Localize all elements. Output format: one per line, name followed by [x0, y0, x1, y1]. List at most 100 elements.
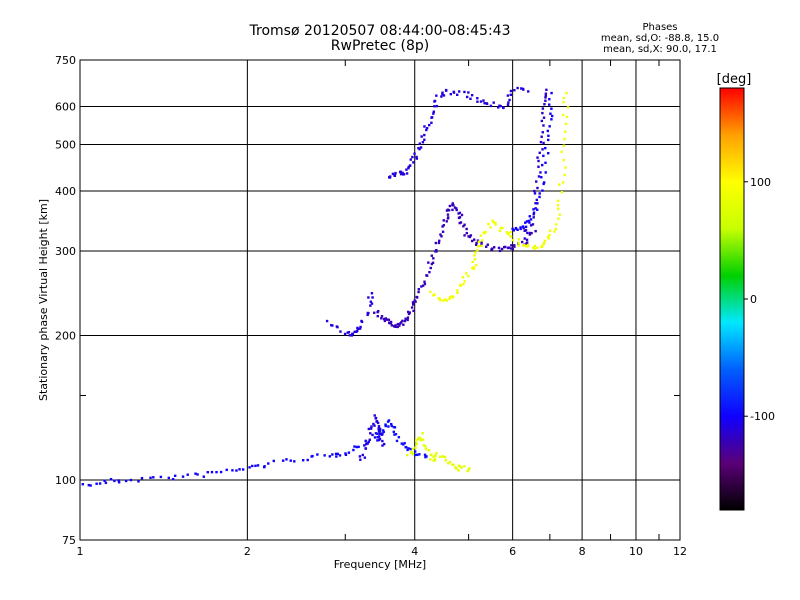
data-point — [540, 119, 544, 123]
data-point — [399, 170, 402, 173]
data-point — [435, 451, 438, 455]
data-point — [225, 468, 228, 472]
data-point — [479, 100, 483, 103]
data-point — [383, 319, 387, 323]
data-point — [413, 152, 416, 155]
data-point — [442, 224, 446, 227]
data-point — [439, 233, 442, 236]
data-point — [395, 439, 399, 443]
data-point — [459, 221, 463, 224]
data-point — [509, 93, 513, 97]
data-point — [403, 441, 406, 445]
data-point — [406, 310, 410, 314]
colorbar-tick-label: 0 — [750, 293, 757, 306]
data-point — [516, 228, 519, 231]
data-point — [442, 94, 446, 97]
data-point — [556, 199, 560, 203]
data-point — [124, 479, 128, 483]
data-point — [348, 334, 351, 337]
data-point — [390, 422, 393, 426]
data-point — [502, 245, 506, 249]
data-point — [355, 445, 358, 449]
phases-o-line: mean, sd,O: -88.8, 15.0 — [600, 33, 720, 44]
data-point — [472, 267, 476, 271]
data-point — [520, 87, 523, 90]
data-point — [409, 451, 413, 454]
data-point — [152, 476, 155, 479]
data-point — [544, 92, 548, 95]
data-point — [432, 294, 435, 297]
data-point — [472, 265, 475, 269]
data-point — [527, 244, 530, 248]
data-point — [541, 148, 544, 151]
data-point — [350, 334, 354, 337]
y-tick-label: 75 — [62, 534, 76, 547]
data-point — [517, 241, 520, 245]
data-point — [469, 234, 473, 237]
data-point — [186, 473, 189, 476]
data-point — [406, 448, 409, 452]
data-point — [407, 165, 411, 169]
data-point — [376, 421, 380, 425]
data-point — [384, 317, 387, 320]
data-point — [429, 266, 432, 270]
data-point — [520, 240, 524, 244]
data-point — [545, 88, 548, 92]
colorbar-tick-label: -100 — [750, 410, 775, 423]
data-point — [451, 202, 454, 205]
data-point — [353, 445, 356, 448]
data-point — [433, 293, 436, 296]
data-point — [393, 426, 397, 429]
data-point — [477, 240, 481, 243]
data-point — [373, 414, 376, 417]
data-point — [542, 182, 545, 186]
data-point — [401, 171, 404, 175]
data-point — [371, 296, 374, 299]
data-point — [506, 246, 510, 250]
data-point — [413, 299, 416, 302]
data-point — [546, 235, 550, 239]
data-point — [113, 479, 116, 483]
y-tick-label: 600 — [55, 101, 76, 114]
data-point — [547, 237, 550, 240]
data-point — [537, 159, 540, 163]
data-point — [281, 459, 285, 462]
data-point — [433, 99, 437, 103]
data-point — [421, 284, 425, 287]
data-point — [460, 466, 463, 469]
data-point — [353, 330, 356, 334]
data-point — [344, 453, 348, 457]
data-point — [373, 424, 376, 427]
phases-summary: Phases mean, sd,O: -88.8, 15.0 mean, sd,… — [600, 22, 720, 55]
data-point — [524, 225, 528, 229]
data-point — [490, 248, 494, 251]
data-point — [403, 319, 407, 323]
data-point — [398, 324, 401, 327]
data-point — [432, 455, 435, 459]
data-point — [557, 207, 560, 211]
data-point — [393, 433, 396, 436]
data-point — [454, 466, 457, 469]
data-point — [491, 219, 494, 222]
data-point — [430, 453, 433, 456]
data-point — [542, 124, 545, 127]
data-point — [347, 451, 351, 454]
data-point — [364, 447, 367, 450]
data-point — [494, 221, 497, 225]
data-point — [481, 239, 484, 242]
data-point — [415, 157, 419, 160]
data-point — [453, 206, 457, 209]
data-point — [415, 442, 418, 445]
data-point — [541, 131, 544, 134]
data-point — [117, 479, 120, 482]
data-point — [494, 223, 497, 226]
data-point — [373, 436, 377, 439]
colorbar-label: [deg] — [717, 72, 752, 87]
data-point — [439, 299, 442, 302]
data-point — [442, 299, 445, 302]
data-point — [425, 274, 429, 277]
data-point — [458, 221, 461, 225]
data-point — [390, 424, 394, 428]
data-point — [444, 298, 447, 301]
x-tick-label: 12 — [673, 545, 687, 558]
